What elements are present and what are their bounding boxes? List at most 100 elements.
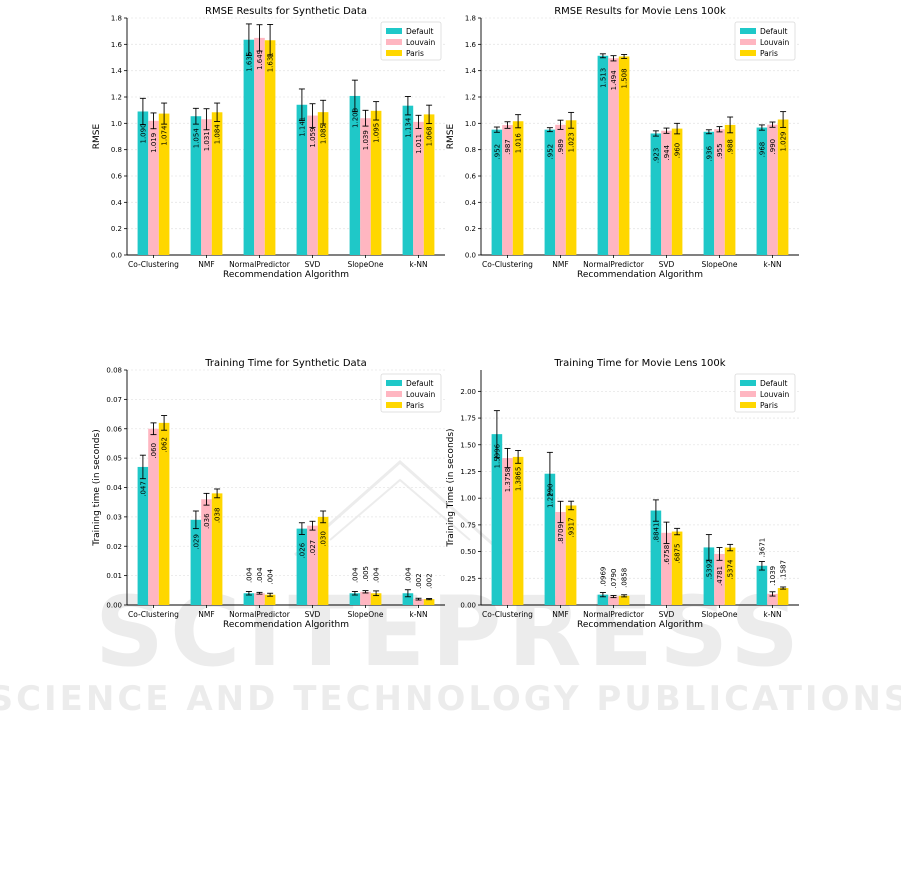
data-label: 1.059 xyxy=(309,128,317,148)
y-tick-label: 1.75 xyxy=(460,415,476,423)
y-tick-label: 1.25 xyxy=(460,468,476,476)
data-label: .8709 xyxy=(557,524,565,544)
bar-default xyxy=(756,565,768,605)
data-label: 1.031 xyxy=(203,131,211,151)
data-label: .002 xyxy=(426,573,434,589)
x-tick-label: NormalPredictor xyxy=(583,260,645,269)
bar-louvain xyxy=(714,129,725,255)
x-tick-label: NMF xyxy=(552,610,568,619)
bar-paris xyxy=(211,493,223,605)
data-label: .0969 xyxy=(599,567,607,587)
y-tick-label: 0.4 xyxy=(111,199,123,207)
legend-swatch-default xyxy=(386,28,402,34)
bar-paris xyxy=(724,547,736,605)
bar-default xyxy=(544,473,556,605)
data-label: 1.631 xyxy=(267,52,275,72)
y-axis-label: Training Time (in seconds) xyxy=(446,428,456,547)
y-tick-label: 1.00 xyxy=(460,495,476,503)
bar-louvain xyxy=(661,532,672,605)
data-label: .0790 xyxy=(610,569,618,589)
bar-paris xyxy=(618,595,630,605)
bar-paris xyxy=(264,40,276,256)
bar-default xyxy=(137,111,149,255)
data-label: 1.3758 xyxy=(504,468,512,493)
data-label: .952 xyxy=(493,144,501,160)
bar-default xyxy=(544,129,556,255)
legend-swatch-louvain xyxy=(740,391,756,397)
data-label: 1.134 xyxy=(404,117,412,138)
x-tick-label: k-NN xyxy=(409,260,427,269)
bar-paris xyxy=(565,505,577,605)
data-label: .004 xyxy=(351,567,359,583)
legend-label: Louvain xyxy=(406,390,436,399)
data-label: .6758 xyxy=(663,545,671,565)
data-label: 1.068 xyxy=(426,126,434,146)
legend-label: Default xyxy=(760,27,787,36)
bar-default xyxy=(703,547,715,605)
bar-default xyxy=(349,593,361,605)
bar-default xyxy=(650,133,662,255)
bar-default xyxy=(402,593,414,605)
data-label: 1.074 xyxy=(161,125,169,146)
bar-louvain xyxy=(201,119,212,255)
bar-paris xyxy=(423,114,435,255)
data-label: .047 xyxy=(139,481,147,497)
legend-swatch-louvain xyxy=(740,39,756,45)
data-label: 1.635 xyxy=(245,52,253,72)
bar-paris xyxy=(158,422,170,605)
data-label: .5392 xyxy=(705,559,713,579)
data-label: .0858 xyxy=(621,568,629,588)
bar-louvain xyxy=(767,593,778,605)
data-label: 1.029 xyxy=(780,131,788,151)
y-tick-label: 0.08 xyxy=(106,367,122,375)
watermark-logo-icon xyxy=(294,459,506,557)
data-label: .004 xyxy=(245,567,253,583)
y-axis-label: RMSE xyxy=(446,123,456,149)
y-tick-label: 0.75 xyxy=(460,521,476,529)
data-label: 1.141 xyxy=(298,117,306,137)
x-tick-label: SVD xyxy=(305,260,321,269)
data-label: .027 xyxy=(309,540,317,556)
bar-louvain xyxy=(254,37,265,255)
data-label: .1039 xyxy=(769,566,777,586)
data-label: 1.016 xyxy=(515,133,523,154)
data-label: 1.084 xyxy=(214,124,222,145)
data-label: 1.054 xyxy=(192,128,200,149)
x-axis-label: Recommendation Algorithm xyxy=(577,270,703,280)
data-label: .6875 xyxy=(674,544,682,564)
legend-swatch-louvain xyxy=(386,391,402,397)
x-tick-label: NormalPredictor xyxy=(229,260,291,269)
data-label: 1.085 xyxy=(320,124,328,144)
bar-paris xyxy=(565,120,577,256)
chart-4: 0.00 0.25 0.50 0.75 1.00 1.25 1.50 1.75 2.00 1.59… xyxy=(446,358,799,630)
chart-2: 0.00.20.40.60.81.01.21.41.61.8.952.987 1.… xyxy=(446,6,799,280)
x-tick-label: NMF xyxy=(198,260,214,269)
data-label: .989 xyxy=(557,139,565,155)
data-label: .960 xyxy=(674,143,682,159)
y-tick-label: 0.06 xyxy=(106,425,122,433)
chart-3: 0.00 0.01 0.02 0.03 0.04 0.05 0.06 0.07 0.08 .047… xyxy=(92,358,445,630)
bar-paris xyxy=(370,593,382,605)
data-label: 1.023 xyxy=(568,132,576,152)
bar-paris xyxy=(777,588,789,605)
bar-louvain xyxy=(714,553,725,605)
bar-default xyxy=(491,129,503,255)
legend-label: Louvain xyxy=(760,390,790,399)
data-label: .923 xyxy=(652,148,660,164)
data-label: 1.090 xyxy=(139,123,147,143)
legend-label: Default xyxy=(760,379,787,388)
x-tick-label: Co-Clustering xyxy=(128,610,179,619)
bar-default xyxy=(243,593,255,605)
data-label: 1.513 xyxy=(599,68,607,88)
bar-default xyxy=(703,131,715,255)
data-label: .4781 xyxy=(716,566,724,586)
y-axis-label: Training time (in seconds) xyxy=(92,429,102,546)
bar-louvain xyxy=(413,599,424,605)
data-label: .9317 xyxy=(568,517,576,537)
bar-paris xyxy=(724,124,736,255)
y-tick-label: 1.0 xyxy=(111,120,122,128)
y-tick-label: 0.00 xyxy=(106,602,122,610)
data-label: 1.208 xyxy=(351,108,359,128)
data-label: .5374 xyxy=(727,559,735,580)
legend-label: Louvain xyxy=(760,38,790,47)
